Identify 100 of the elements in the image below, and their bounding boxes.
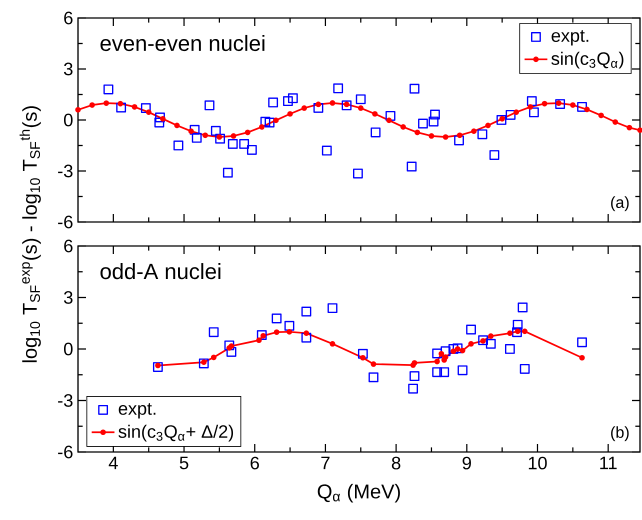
point xyxy=(370,127,381,138)
point xyxy=(466,324,476,335)
point xyxy=(514,328,521,334)
point xyxy=(333,83,344,94)
point xyxy=(518,302,528,312)
point xyxy=(301,306,312,316)
point xyxy=(468,341,474,347)
point xyxy=(118,100,124,106)
y-tick-label: 3 xyxy=(64,291,73,304)
point xyxy=(273,118,279,124)
point xyxy=(386,110,396,121)
point xyxy=(154,118,164,128)
point xyxy=(458,365,468,376)
point xyxy=(522,328,528,334)
point xyxy=(432,348,442,358)
point xyxy=(372,111,378,117)
point xyxy=(258,124,265,130)
point xyxy=(344,102,350,108)
point xyxy=(210,126,221,136)
point xyxy=(226,346,236,357)
y-tick-label: -3 xyxy=(58,164,73,178)
point xyxy=(520,364,530,374)
legend-label: sin(c$_{3}$Q$_{α}$+ Δ/2) xyxy=(118,424,234,442)
point xyxy=(228,343,234,349)
y-tick-label: 0 xyxy=(64,342,73,356)
text: log$_{10}$ T$_{SF}$$^{exp}$(s) - log$_{10}$ T$_{SF}$$^{th}$(s) xyxy=(20,106,41,362)
point xyxy=(316,102,322,108)
point xyxy=(430,110,440,120)
point xyxy=(418,118,428,128)
point xyxy=(442,134,448,140)
point xyxy=(353,168,363,178)
point xyxy=(477,129,488,140)
point xyxy=(313,102,324,113)
point xyxy=(504,344,515,354)
point xyxy=(512,327,522,338)
point xyxy=(256,330,267,340)
point xyxy=(155,112,165,122)
point xyxy=(132,104,138,110)
point xyxy=(360,354,366,361)
point xyxy=(304,330,310,336)
point xyxy=(239,139,250,149)
point xyxy=(506,110,516,120)
point xyxy=(103,100,110,106)
point xyxy=(260,116,270,127)
point xyxy=(528,104,534,110)
point xyxy=(438,350,444,357)
point xyxy=(328,303,338,314)
point xyxy=(442,354,448,360)
point xyxy=(222,168,233,178)
point xyxy=(513,109,520,115)
point xyxy=(330,341,336,347)
x-tick-label: 7 xyxy=(321,456,330,470)
point xyxy=(358,348,368,359)
legend-label: sin(c$_{3}$Q$_{α}$) xyxy=(551,52,624,69)
point xyxy=(480,338,486,344)
annotation: (b) xyxy=(611,426,629,442)
point xyxy=(204,100,214,110)
x-tick-label: 6 xyxy=(250,456,259,470)
point xyxy=(439,367,450,378)
point xyxy=(287,111,293,117)
y-tick-label: 6 xyxy=(64,240,73,252)
point xyxy=(542,100,548,106)
point xyxy=(386,118,392,124)
point xyxy=(330,100,336,106)
point xyxy=(201,359,207,366)
point xyxy=(230,133,236,139)
point xyxy=(301,332,312,343)
point xyxy=(507,330,513,336)
point xyxy=(146,109,152,115)
point xyxy=(489,150,500,160)
y-tick-label: 0 xyxy=(64,114,73,126)
point xyxy=(454,135,464,146)
point xyxy=(268,98,278,108)
point xyxy=(198,358,209,368)
point xyxy=(368,372,378,382)
point xyxy=(244,130,250,136)
y-tick-label: -6 xyxy=(58,446,73,458)
point xyxy=(556,100,562,106)
point xyxy=(612,119,618,125)
text: odd-A nuclei xyxy=(100,263,220,280)
point xyxy=(358,105,364,111)
point xyxy=(173,140,184,150)
point xyxy=(478,335,488,346)
point xyxy=(246,144,257,155)
point xyxy=(434,358,440,364)
point xyxy=(485,122,491,128)
point xyxy=(228,139,238,149)
point xyxy=(410,84,420,94)
point xyxy=(577,102,587,112)
point xyxy=(322,146,332,156)
point xyxy=(428,116,439,126)
point xyxy=(488,333,494,339)
y-tick-label: -3 xyxy=(58,394,73,407)
point xyxy=(456,132,463,138)
x-tick-label: 8 xyxy=(392,456,400,470)
point xyxy=(598,112,604,118)
point xyxy=(486,338,496,349)
point xyxy=(584,106,590,112)
point xyxy=(471,128,477,134)
point xyxy=(342,100,352,110)
